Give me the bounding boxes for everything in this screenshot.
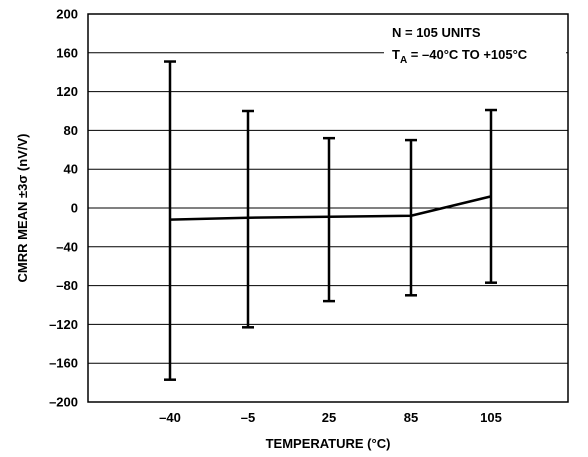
y-tick-label: –40: [56, 239, 78, 254]
y-tick-label: –160: [49, 356, 78, 371]
annotation-background: [384, 18, 566, 70]
y-tick-label: –200: [49, 395, 78, 410]
y-tick-label: 0: [71, 201, 78, 216]
annotation-range: = –40°C TO +105°C: [407, 47, 528, 62]
y-tick-label: 40: [64, 162, 78, 177]
plot-frame: [87, 13, 569, 403]
mean-line: [169, 195, 492, 221]
x-axis-title: TEMPERATURE (°C): [266, 436, 391, 451]
x-tick-label: 85: [404, 410, 418, 425]
y-tick-label: 80: [64, 123, 78, 138]
x-tick-label: 105: [480, 410, 502, 425]
y-tick-label: 120: [56, 84, 78, 99]
y-tick-label: 200: [56, 7, 78, 22]
x-tick-label: –40: [159, 410, 181, 425]
data-layer: [164, 60, 497, 381]
x-tick-label: –5: [241, 410, 255, 425]
y-tick-label: –120: [49, 317, 78, 332]
y-tick-label: 160: [56, 45, 78, 60]
y-axis-title: CMRR MEAN ±3σ (nV/V): [15, 134, 30, 283]
annotation-units: N = 105 UNITS: [392, 25, 481, 40]
annotation-temperature: TA = –40°C TO +105°C: [392, 47, 528, 66]
annotation-t-symbol: T: [392, 47, 400, 62]
x-tick-labels: –40 –5 25 85 105: [159, 410, 502, 425]
y-tick-labels: 200 160 120 80 40 0 –40 –80 –120 –160 –200: [49, 7, 78, 410]
y-tick-label: –80: [56, 278, 78, 293]
annotation-t-subscript: A: [400, 55, 407, 66]
x-tick-label: 25: [322, 410, 336, 425]
